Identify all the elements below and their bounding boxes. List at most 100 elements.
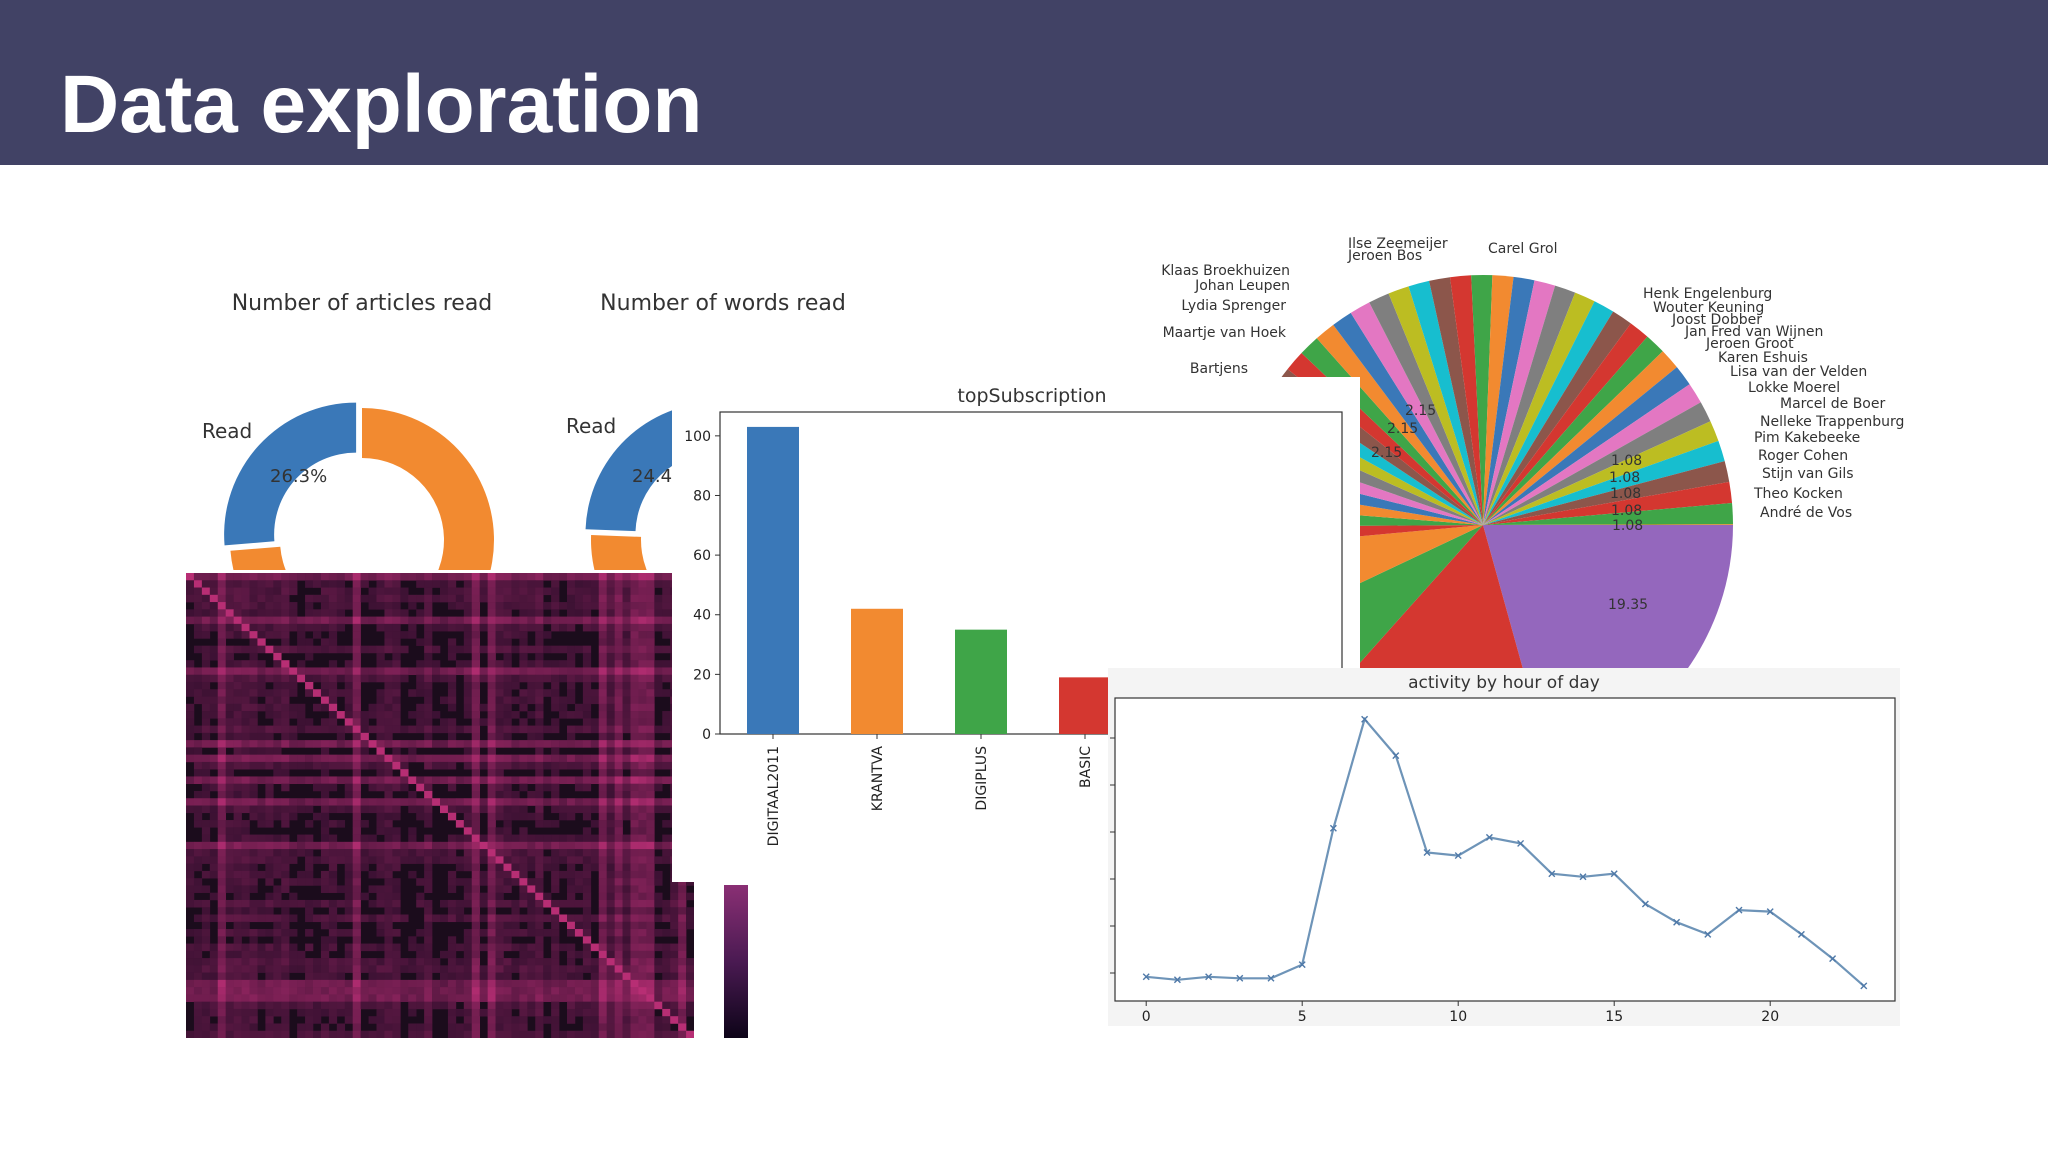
heatmap-cell <box>614 790 623 799</box>
heatmap-cell <box>463 573 473 581</box>
heatmap-cell <box>225 870 234 879</box>
heatmap-cell <box>400 667 409 676</box>
heatmap-cell <box>265 776 274 785</box>
heatmap-cell <box>241 849 250 857</box>
heatmap-cell <box>233 892 242 901</box>
heatmap-cell <box>487 798 496 806</box>
heatmap-cell <box>201 587 211 596</box>
heatmap-cell <box>495 805 504 814</box>
heatmap-cell <box>662 834 671 843</box>
heatmap-cell <box>440 674 449 683</box>
heatmap-cell <box>233 914 242 923</box>
heatmap-cell <box>400 587 409 596</box>
heatmap-cell <box>638 696 647 705</box>
heatmap-cell <box>630 870 639 879</box>
heatmap-cell <box>614 1030 623 1038</box>
heatmap-cell <box>289 689 298 697</box>
heatmap-cell <box>455 914 465 923</box>
heatmap-cell <box>193 681 203 690</box>
heatmap-cell <box>662 994 671 1002</box>
data-point <box>1766 908 1774 916</box>
heatmap-cell <box>495 921 504 930</box>
heatmap-cell <box>646 958 655 966</box>
heatmap-cell <box>297 834 306 843</box>
heatmap-cell <box>225 878 234 886</box>
heatmap-cell <box>511 870 520 879</box>
heatmap-cell <box>630 638 639 646</box>
heatmap-cell <box>273 594 282 603</box>
heatmap-cell <box>582 718 592 726</box>
heatmap-cell <box>606 689 615 697</box>
heatmap-cell <box>574 834 584 843</box>
heatmap-cell <box>551 849 560 857</box>
heatmap-cell <box>344 725 353 734</box>
heatmap-cell <box>638 849 647 857</box>
heatmap-cell <box>328 863 338 872</box>
heatmap-cell <box>630 783 639 792</box>
heatmap-cell <box>630 711 639 719</box>
heatmap-cell <box>574 667 584 676</box>
heatmap-cell <box>551 820 560 828</box>
heatmap-cell <box>344 587 353 596</box>
heatmap-cell <box>186 972 195 981</box>
heatmap-cell <box>305 965 314 973</box>
heatmap-cell <box>384 892 393 901</box>
heatmap-cell <box>622 994 631 1002</box>
heatmap-cell <box>320 783 330 792</box>
heatmap-cell <box>376 958 385 966</box>
heatmap-cell <box>590 602 600 610</box>
heatmap-cell <box>320 776 330 785</box>
heatmap-cell <box>305 573 314 581</box>
heatmap-cell <box>471 834 480 843</box>
heatmap-cell <box>186 573 195 581</box>
heatmap-cell <box>360 798 369 806</box>
heatmap-cell <box>344 994 353 1002</box>
heatmap-cell <box>368 899 377 908</box>
heatmap-cell <box>606 1016 615 1024</box>
heatmap-cell <box>678 1001 687 1010</box>
heatmap-cell <box>241 718 250 726</box>
heatmap-cell <box>606 805 615 814</box>
heatmap-cell <box>265 754 274 763</box>
heatmap-cell <box>305 754 314 763</box>
heatmap-cell <box>495 1016 504 1024</box>
pie-name-label: Johan Leupen <box>1194 278 1290 294</box>
heatmap-cell <box>455 841 465 850</box>
heatmap-cell <box>551 587 560 596</box>
heatmap-cell <box>463 885 473 893</box>
heatmap-cell <box>201 979 211 988</box>
heatmap-cell <box>527 921 536 930</box>
heatmap-cell <box>241 943 250 952</box>
data-point <box>1423 849 1431 857</box>
heatmap-cell <box>384 870 393 879</box>
heatmap-cell <box>257 929 266 937</box>
articles-donut-svg: Number of articles read Read 26.3% <box>202 291 494 570</box>
heatmap-cell <box>344 689 353 697</box>
heatmap-cell <box>447 696 457 705</box>
heatmap-cell <box>670 987 679 995</box>
heatmap-cell <box>471 776 480 785</box>
heatmap-cells <box>186 573 694 1038</box>
heatmap-cell <box>186 594 195 603</box>
pie-slice <box>1483 351 1677 525</box>
heatmap-cell <box>217 929 226 937</box>
heatmap-cell <box>289 580 298 588</box>
heatmap-cell <box>392 652 401 661</box>
heatmap-cell <box>408 827 417 835</box>
heatmap-cell <box>511 587 520 596</box>
heatmap-cell <box>344 573 353 581</box>
heatmap-cell <box>265 696 274 705</box>
heatmap-cell <box>503 754 512 763</box>
heatmap-cell <box>471 1023 480 1032</box>
heatmap-cell <box>630 863 639 872</box>
heatmap-cell <box>352 987 361 995</box>
heatmap-cell <box>535 776 544 785</box>
heatmap-cell <box>344 711 353 719</box>
heatmap-cell <box>463 972 473 981</box>
heatmap-cell <box>551 798 560 806</box>
heatmap-cell <box>328 1030 338 1038</box>
heatmap-cell <box>527 856 536 864</box>
heatmap-cell <box>543 754 552 763</box>
heatmap-cell <box>209 979 219 988</box>
heatmap-cell <box>344 929 353 937</box>
